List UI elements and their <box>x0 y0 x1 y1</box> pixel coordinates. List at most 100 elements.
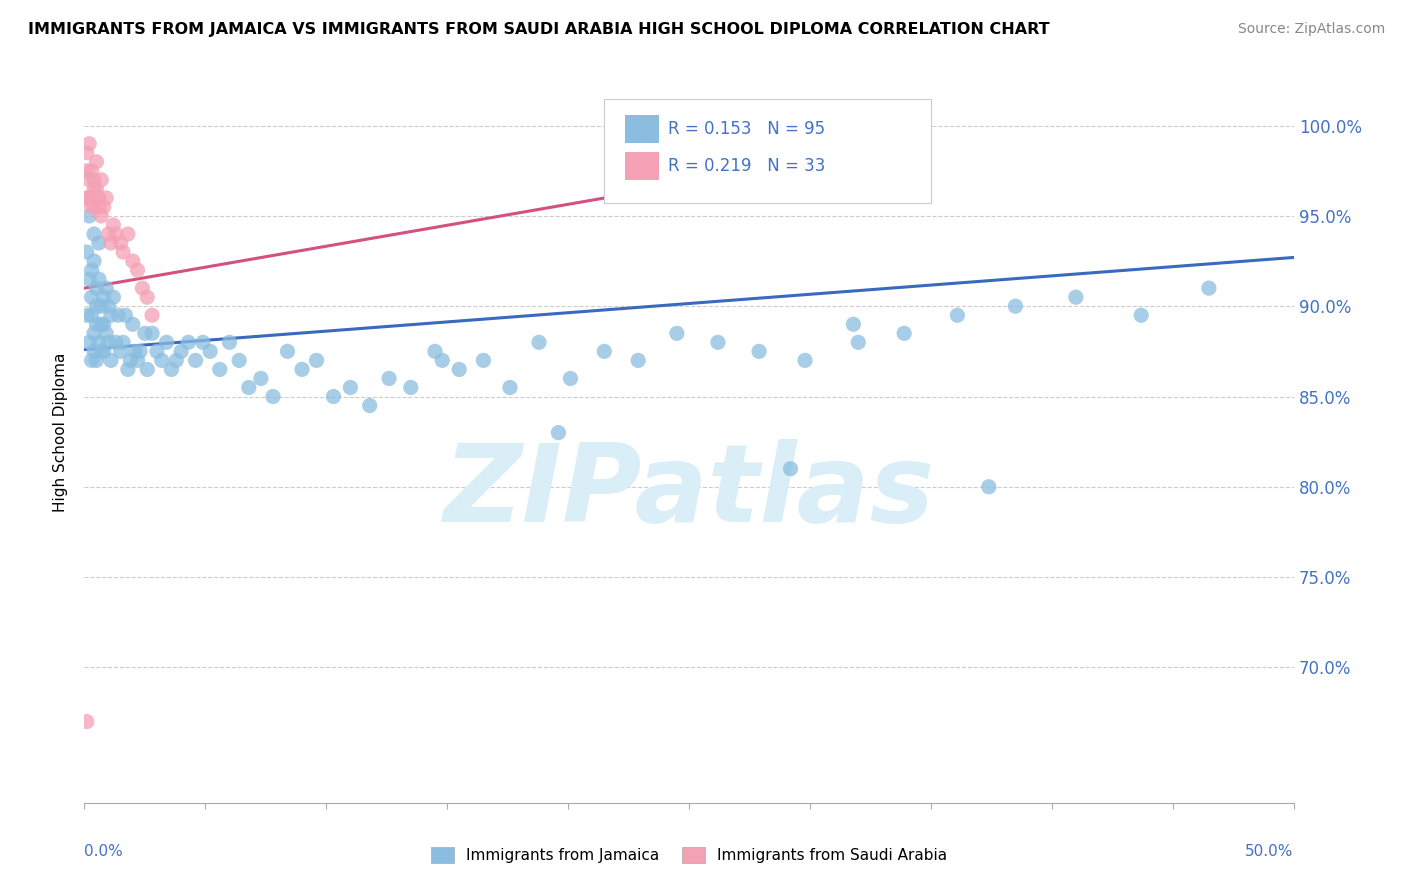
Point <box>121 254 143 268</box>
Point <box>120 353 142 368</box>
Point <box>262 390 284 404</box>
Point <box>124 344 146 359</box>
Point <box>110 235 132 250</box>
Point <box>322 390 344 404</box>
Point <box>90 173 112 187</box>
Point <box>136 290 159 304</box>
Point <box>121 318 143 332</box>
Point <box>150 353 173 368</box>
Point <box>80 353 103 368</box>
FancyBboxPatch shape <box>605 99 931 203</box>
Point <box>627 353 650 368</box>
Point <box>136 362 159 376</box>
Point <box>527 335 550 350</box>
FancyBboxPatch shape <box>624 115 659 143</box>
Point <box>77 173 100 187</box>
Point <box>90 299 112 313</box>
Point <box>107 308 129 322</box>
Point <box>80 163 103 178</box>
Point <box>228 353 250 368</box>
Point <box>83 173 105 187</box>
Point <box>76 145 98 160</box>
Point <box>80 308 103 322</box>
Point <box>86 281 108 295</box>
Point <box>499 380 522 394</box>
Point <box>110 344 132 359</box>
Point <box>76 714 98 729</box>
Point <box>86 353 108 368</box>
Point <box>86 299 108 313</box>
Point <box>560 371 582 385</box>
Point <box>449 362 471 376</box>
Text: ZIPatlas: ZIPatlas <box>443 439 935 545</box>
Point <box>83 344 105 359</box>
Point <box>378 371 401 385</box>
Point <box>779 461 801 475</box>
Point <box>1004 299 1026 313</box>
Point <box>93 318 115 332</box>
Point <box>117 227 139 241</box>
Point <box>80 200 103 214</box>
Point <box>100 353 122 368</box>
Text: Source: ZipAtlas.com: Source: ZipAtlas.com <box>1237 22 1385 37</box>
Text: IMMIGRANTS FROM JAMAICA VS IMMIGRANTS FROM SAUDI ARABIA HIGH SCHOOL DIPLOMA CORR: IMMIGRANTS FROM JAMAICA VS IMMIGRANTS FR… <box>28 22 1050 37</box>
Point <box>86 154 108 169</box>
Point <box>114 308 136 322</box>
Point <box>146 344 169 359</box>
Point <box>399 380 422 394</box>
Point <box>90 318 112 332</box>
Point <box>83 182 105 196</box>
Point <box>93 200 115 214</box>
Text: R = 0.219   N = 33: R = 0.219 N = 33 <box>668 157 825 175</box>
Point <box>103 290 125 304</box>
Point <box>250 371 273 385</box>
Point <box>97 227 120 241</box>
Point <box>86 318 108 332</box>
Point <box>472 353 495 368</box>
Text: R = 0.153   N = 95: R = 0.153 N = 95 <box>668 120 825 138</box>
Point <box>127 353 149 368</box>
FancyBboxPatch shape <box>624 152 659 180</box>
Point <box>208 362 231 376</box>
Point <box>846 335 869 350</box>
Point <box>104 227 127 241</box>
Point <box>423 344 446 359</box>
Point <box>93 344 115 359</box>
Point <box>80 290 103 304</box>
Point <box>86 182 108 196</box>
Point <box>90 209 112 223</box>
Point <box>184 353 207 368</box>
Point <box>291 362 314 376</box>
Point <box>977 480 1000 494</box>
Point <box>93 290 115 304</box>
Point <box>76 245 98 260</box>
Point <box>97 299 120 313</box>
Point <box>339 380 361 394</box>
Point <box>87 335 110 350</box>
Point <box>94 191 117 205</box>
Point <box>103 218 125 232</box>
Y-axis label: High School Diploma: High School Diploma <box>53 353 69 512</box>
Point <box>141 308 163 322</box>
Point <box>134 326 156 341</box>
Point <box>77 272 100 286</box>
Point <box>83 200 105 214</box>
Point <box>165 353 187 368</box>
Point <box>359 399 381 413</box>
Point <box>87 191 110 205</box>
Point <box>87 200 110 214</box>
Point <box>76 163 98 178</box>
Point <box>100 308 122 322</box>
Point <box>748 344 770 359</box>
Point <box>305 353 328 368</box>
Point <box>1130 308 1153 322</box>
Point <box>104 335 127 350</box>
Point <box>77 136 100 151</box>
Point <box>665 326 688 341</box>
Point <box>129 344 152 359</box>
Point <box>1064 290 1087 304</box>
Point <box>131 281 153 295</box>
Text: 50.0%: 50.0% <box>1246 844 1294 858</box>
Point <box>76 308 98 322</box>
Point <box>160 362 183 376</box>
